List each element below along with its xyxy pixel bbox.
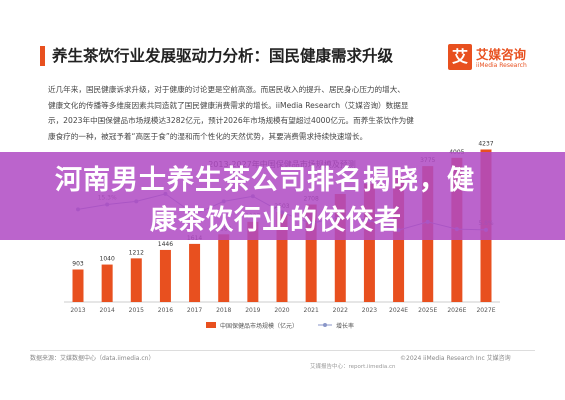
x-tick-label: 2025E [418,307,437,314]
footer-divider [30,350,535,351]
legend-line-marker [323,323,327,327]
x-tick-label: 2019 [245,307,260,314]
x-tick-label: 2015 [129,307,144,314]
body-line: 近几年来，国民健康诉求升级，对于健康的讨论更是空前高涨。而居民收入的提升、居民身… [48,85,405,94]
bar-2015 [130,258,142,302]
x-tick-label: 2022 [333,307,348,314]
x-tick-label: 2023 [362,307,377,314]
x-tick-label: 2016 [158,307,173,314]
body-line: 示，2023年中国保健品市场规模达3282亿元，预计2026年市场规模有望超过4… [48,116,414,125]
bar-value-label: 1212 [129,249,144,256]
bar-2022 [334,194,346,302]
bar-2023 [363,183,375,302]
bar-value-label: 903 [72,260,84,267]
x-tick-label: 2021 [304,307,319,314]
bar-value-label: 4237 [478,140,493,147]
bar-2020 [276,211,288,302]
x-tick-label: 2027E [476,307,495,314]
legend-bar-label: 中国保健品市场规模（亿元） [220,322,298,330]
x-tick-label: 2026E [447,307,466,314]
headline-line-2: 康茶饮行业的佼佼者 [150,205,402,236]
bar-2016 [159,249,171,302]
legend-bar-swatch [206,322,216,328]
x-tick-label: 2017 [187,307,202,314]
report-title: 养生茶饮行业发展驱动力分析：国民健康需求升级 [52,47,394,65]
x-tick-label: 2024E [389,307,408,314]
body-line: 康食疗的一种，被冠予着“高医于食”的湿和而个性化的天然优势，其要消费需求持续快速… [48,131,368,141]
title-accent-bar [40,46,45,66]
headline-banner [0,152,565,240]
footer-report-center: 艾媒报告中心：report.iimedia.cn [310,364,396,370]
body-paragraph: 近几年来，国民健康诉求升级，对于健康的讨论更是空前高涨。而居民收入的提升、居民身… [48,82,528,144]
logo-text-en: iiMedia Research [476,62,527,69]
iimedia-logo-icon: 艾 [448,44,472,70]
x-tick-label: 2020 [274,307,289,314]
bar-value-label: 1040 [100,256,115,263]
x-tick-label: 2013 [70,307,85,314]
bar-2018 [218,234,230,302]
x-tick-label: 2018 [216,307,231,314]
bar-2019 [247,221,259,302]
bar-2021 [305,204,317,302]
bar-value-label: 1446 [158,241,173,248]
footer-copyright: ©2024 iiMedia Research Inc 艾媒咨询 [400,355,511,362]
x-tick-label: 2014 [100,307,115,314]
bar-2013 [72,269,84,302]
headline-line-1: 河南男士养生茶公司排名揭晓，健 [55,165,475,196]
bar-2017 [189,243,201,302]
legend-line-label: 增长率 [336,322,354,330]
footer-source: 数据来源：艾媒数据中心（data.iimedia.cn） [30,355,155,362]
body-line: 健康文化的传播等多维度因素共同造就了国民健康消费需求的增长。iiMedia Re… [48,100,409,110]
logo-text-cn: 艾媒咨询 [476,47,527,62]
bar-2014 [101,264,113,302]
